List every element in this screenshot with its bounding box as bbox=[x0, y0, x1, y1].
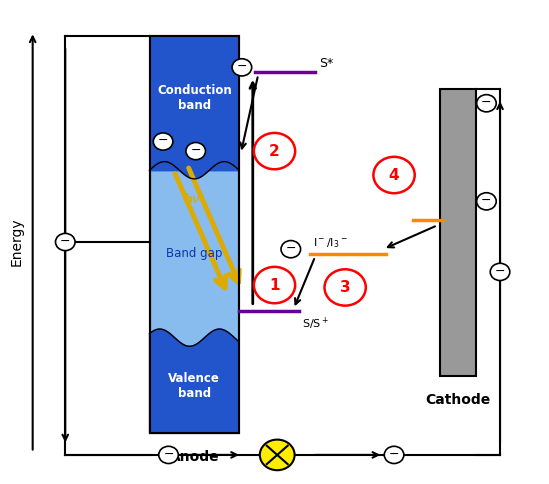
Text: h$\nu$: h$\nu$ bbox=[183, 192, 201, 206]
Circle shape bbox=[373, 157, 414, 193]
Text: −: − bbox=[163, 447, 174, 460]
Text: Cathode: Cathode bbox=[425, 393, 491, 407]
Circle shape bbox=[232, 59, 251, 76]
Text: Conduction
band: Conduction band bbox=[157, 85, 232, 112]
Circle shape bbox=[477, 95, 496, 112]
Text: −: − bbox=[481, 194, 492, 207]
Text: 4: 4 bbox=[389, 167, 399, 182]
Bar bbox=[440, 89, 475, 376]
Text: S/S$^+$: S/S$^+$ bbox=[301, 316, 329, 333]
Circle shape bbox=[159, 446, 178, 464]
Circle shape bbox=[384, 446, 404, 464]
Circle shape bbox=[281, 241, 301, 258]
Text: −: − bbox=[389, 447, 399, 460]
Bar bbox=[149, 36, 239, 433]
Circle shape bbox=[260, 439, 295, 470]
Circle shape bbox=[254, 133, 295, 169]
Text: S*: S* bbox=[320, 57, 334, 70]
Circle shape bbox=[186, 142, 205, 160]
Text: Valence
band: Valence band bbox=[169, 372, 220, 399]
Circle shape bbox=[477, 193, 496, 210]
Polygon shape bbox=[149, 329, 239, 433]
Text: 3: 3 bbox=[340, 280, 350, 295]
Text: −: − bbox=[285, 242, 296, 255]
Bar bbox=[149, 36, 239, 170]
Bar bbox=[149, 36, 239, 433]
Text: 1: 1 bbox=[269, 277, 280, 292]
Polygon shape bbox=[149, 162, 239, 179]
Text: −: − bbox=[191, 144, 201, 157]
Text: −: − bbox=[495, 264, 505, 277]
Circle shape bbox=[55, 233, 75, 251]
Text: −: − bbox=[481, 96, 492, 109]
Circle shape bbox=[324, 269, 366, 305]
Text: Band gap: Band gap bbox=[166, 247, 222, 260]
Text: −: − bbox=[237, 60, 247, 73]
Circle shape bbox=[153, 133, 173, 150]
Circle shape bbox=[254, 267, 295, 303]
Text: I$^-$/I$_3$$^-$: I$^-$/I$_3$$^-$ bbox=[312, 236, 348, 250]
Text: −: − bbox=[60, 235, 70, 247]
Text: −: − bbox=[158, 134, 169, 147]
Text: 2: 2 bbox=[269, 144, 280, 159]
Text: Energy: Energy bbox=[9, 218, 24, 266]
Circle shape bbox=[490, 263, 510, 281]
Text: Anode: Anode bbox=[170, 450, 219, 464]
